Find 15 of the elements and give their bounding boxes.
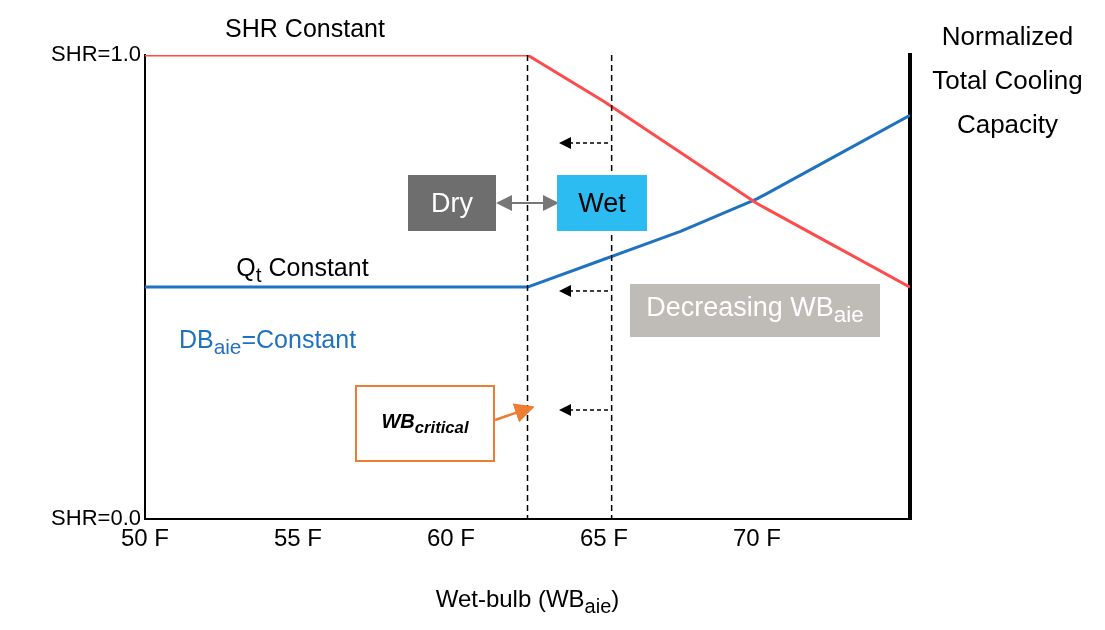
x-tick-label: 55 F <box>273 524 323 552</box>
y-tick-label: SHR=1.0 <box>51 41 141 67</box>
x-axis-title: Wet-bulb (WB$_{aie}$) <box>434 585 621 618</box>
annotation: WB$_{critical}$ <box>381 409 469 438</box>
annotation: Dry <box>431 187 473 219</box>
annotation: Decreasing WB$_{aie}$ <box>646 292 864 329</box>
y2-axis-title: Normalized Total Cooling Capacity <box>931 20 1084 141</box>
text: SHR Constant <box>225 13 385 43</box>
annotation: Q$_{t}$ Constant <box>236 253 369 287</box>
x-tick-label: 50 F <box>120 524 170 552</box>
x-tick-label: 65 F <box>579 524 629 552</box>
annotation: DB$_{aie}$=Constant <box>178 325 357 359</box>
x-tick-label: 60 F <box>426 524 476 552</box>
x-tick-label: 70 F <box>732 524 782 552</box>
annotation: Wet <box>578 187 626 219</box>
